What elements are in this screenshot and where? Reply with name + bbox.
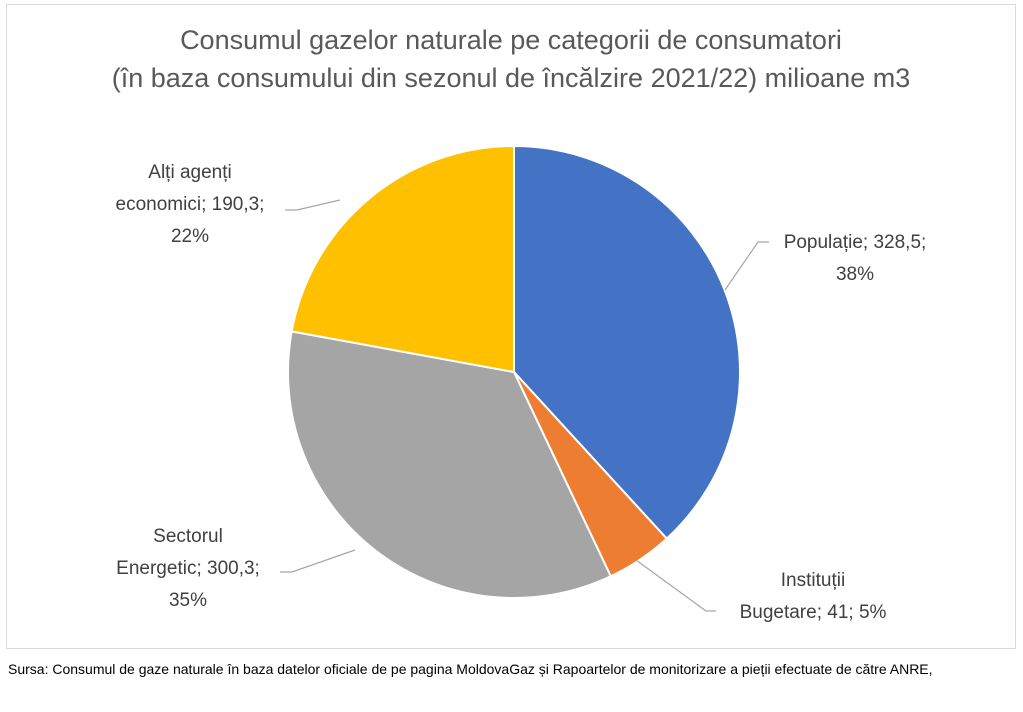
data-label-line: Sectorul (153, 526, 223, 547)
pie-slice-3 (287, 330, 613, 599)
pie-slice-1 (513, 144, 741, 541)
data-label-2: Instituții Bugetare; 41; 5% (740, 570, 887, 623)
chart-title: Consumul gazelor naturale pe categorii d… (180, 25, 842, 55)
chart-subtitle: (în baza consumului din sezonul de încăl… (111, 63, 911, 93)
leader-line-4 (285, 199, 341, 211)
data-label-3: Sectorul Energetic; 300,3; 35% (116, 526, 260, 611)
leader-line-1 (724, 241, 769, 291)
data-label-4: Alți agenți economici; 190,3; 22% (116, 162, 265, 247)
data-label-line: Instituții (781, 570, 845, 591)
pie-chart: Populație; 328,5; 38% Instituții Bugetare; … (116, 144, 927, 623)
pie-slice-4 (290, 144, 515, 374)
leader-line-3 (280, 549, 356, 573)
data-label-line: economici; 190,3; (116, 194, 265, 215)
data-label-line: 35% (169, 590, 207, 611)
data-label-line: Bugetare; 41; 5% (740, 602, 887, 623)
chart-title-block: Consumul gazelor naturale pe categorii d… (7, 21, 1015, 97)
source-note: Sursa: Consumul de gaze naturale în baza… (8, 661, 933, 677)
data-labels: Populație; 328,5; 38% Instituții Bugetare; … (116, 162, 927, 623)
leader-line-2 (635, 559, 716, 612)
data-label-1: Populație; 328,5; 38% (784, 232, 927, 285)
data-label-line: Populație; 328,5; (784, 232, 927, 253)
pie-slices (287, 144, 741, 599)
data-label-line: Energetic; 300,3; (116, 558, 260, 579)
data-label-line: 22% (171, 226, 209, 247)
data-label-line: Alți agenți (148, 162, 231, 183)
leader-lines (280, 199, 769, 612)
data-label-line: 38% (836, 264, 874, 285)
